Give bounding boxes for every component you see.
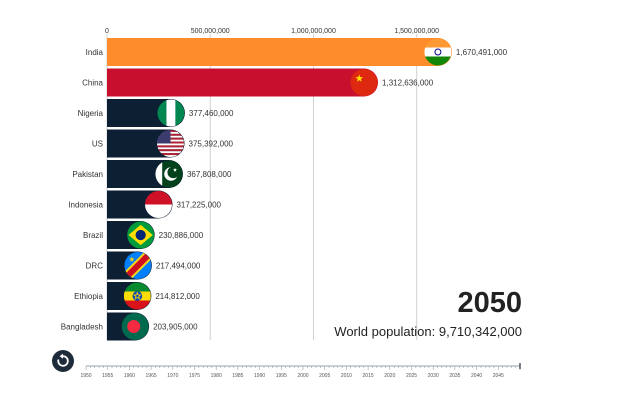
value-label: 1,670,491,000 (456, 48, 508, 57)
bar-base (107, 68, 135, 97)
category-label: Brazil (83, 231, 103, 240)
value-label: 375,392,000 (189, 140, 234, 149)
replay-icon (57, 353, 69, 367)
timeline-year-label: 2010 (341, 373, 352, 379)
value-label: 214,812,000 (155, 292, 200, 301)
replay-button[interactable] (52, 350, 74, 372)
timeline-year-label: 1965 (146, 373, 157, 379)
bangladesh-flag-icon (121, 313, 149, 340)
bar-base (107, 129, 135, 158)
bar-base (107, 38, 135, 66)
bar-base (107, 190, 135, 219)
nigeria-flag-icon (157, 99, 185, 127)
category-label: Ethiopia (74, 292, 103, 301)
x-tick-label: 0 (105, 28, 109, 35)
timeline-year-label: 2025 (406, 373, 417, 379)
timeline-year-label: 2020 (384, 373, 395, 379)
current-year: 2050 (457, 287, 522, 319)
value-label: 203,905,000 (153, 323, 198, 332)
category-label: US (92, 140, 103, 149)
category-label: DRC (86, 262, 104, 271)
bars: India 1,670,491,000 China 1,312,636,000 Nige… (61, 38, 508, 341)
timeline-year-label: 1995 (276, 373, 287, 379)
value-label: 377,460,000 (189, 109, 234, 118)
timeline-year-label: 1980 (211, 373, 222, 379)
timeline-year-label: 2000 (297, 373, 308, 379)
timeline-year-label: 2015 (363, 373, 374, 379)
bar-base (107, 160, 135, 188)
indonesia-flag-icon (144, 191, 172, 218)
timeline-year-label: 1955 (102, 373, 113, 379)
value-label: 367,808,000 (187, 170, 232, 179)
china-flag-icon (350, 69, 378, 96)
timeline-year-label: 1990 (254, 373, 265, 379)
bar (107, 68, 379, 97)
india-flag-icon (424, 38, 452, 66)
timeline-year-label: 2005 (319, 373, 330, 379)
brazil-flag-icon (127, 221, 155, 249)
x-tick-label: 1,000,000,000 (291, 28, 336, 35)
category-label: China (82, 79, 103, 88)
timeline-year-label: 2030 (428, 373, 439, 379)
category-label: Indonesia (68, 201, 103, 210)
pakistan-flag-icon (155, 160, 183, 188)
timeline-year-label: 1975 (189, 373, 200, 379)
timeline-year-label: 1960 (124, 373, 135, 379)
timeline-year-label: 1970 (167, 373, 178, 379)
timeline-year-label: 2040 (471, 373, 482, 379)
category-label: Nigeria (78, 109, 104, 118)
value-label: 217,494,000 (156, 262, 201, 271)
drc-flag-icon (124, 252, 152, 279)
us-flag-icon (157, 130, 185, 157)
bar-base (107, 99, 135, 127)
ethiopia-flag-icon (123, 282, 151, 310)
timeline-year-label: 2035 (449, 373, 460, 379)
value-label: 230,886,000 (159, 231, 204, 240)
axis-ticks: 0 500,000,000 1,000,000,000 1,500,000,000 (105, 28, 439, 35)
value-label: 317,225,000 (176, 201, 221, 210)
value-label: 1,312,636,000 (382, 79, 434, 88)
timeline-year-label: 1950 (80, 373, 91, 379)
bar (107, 38, 452, 66)
timeline[interactable]: 1950 1955 1960 1965 1970 1975 1980 1985 1990 1995… (80, 363, 521, 379)
category-label: India (86, 48, 104, 57)
world-population: World population: 9,710,342,000 (290, 324, 522, 339)
x-tick-label: 1,500,000,000 (394, 28, 439, 35)
timeline-year-label: 1985 (232, 373, 243, 379)
world-population-label: World population: (334, 324, 436, 339)
x-tick-label: 500,000,000 (191, 28, 230, 35)
category-label: Pakistan (72, 170, 103, 179)
timeline-year-label: 2045 (493, 373, 504, 379)
world-population-value: 9,710,342,000 (438, 324, 522, 339)
category-label: Bangladesh (61, 323, 103, 332)
